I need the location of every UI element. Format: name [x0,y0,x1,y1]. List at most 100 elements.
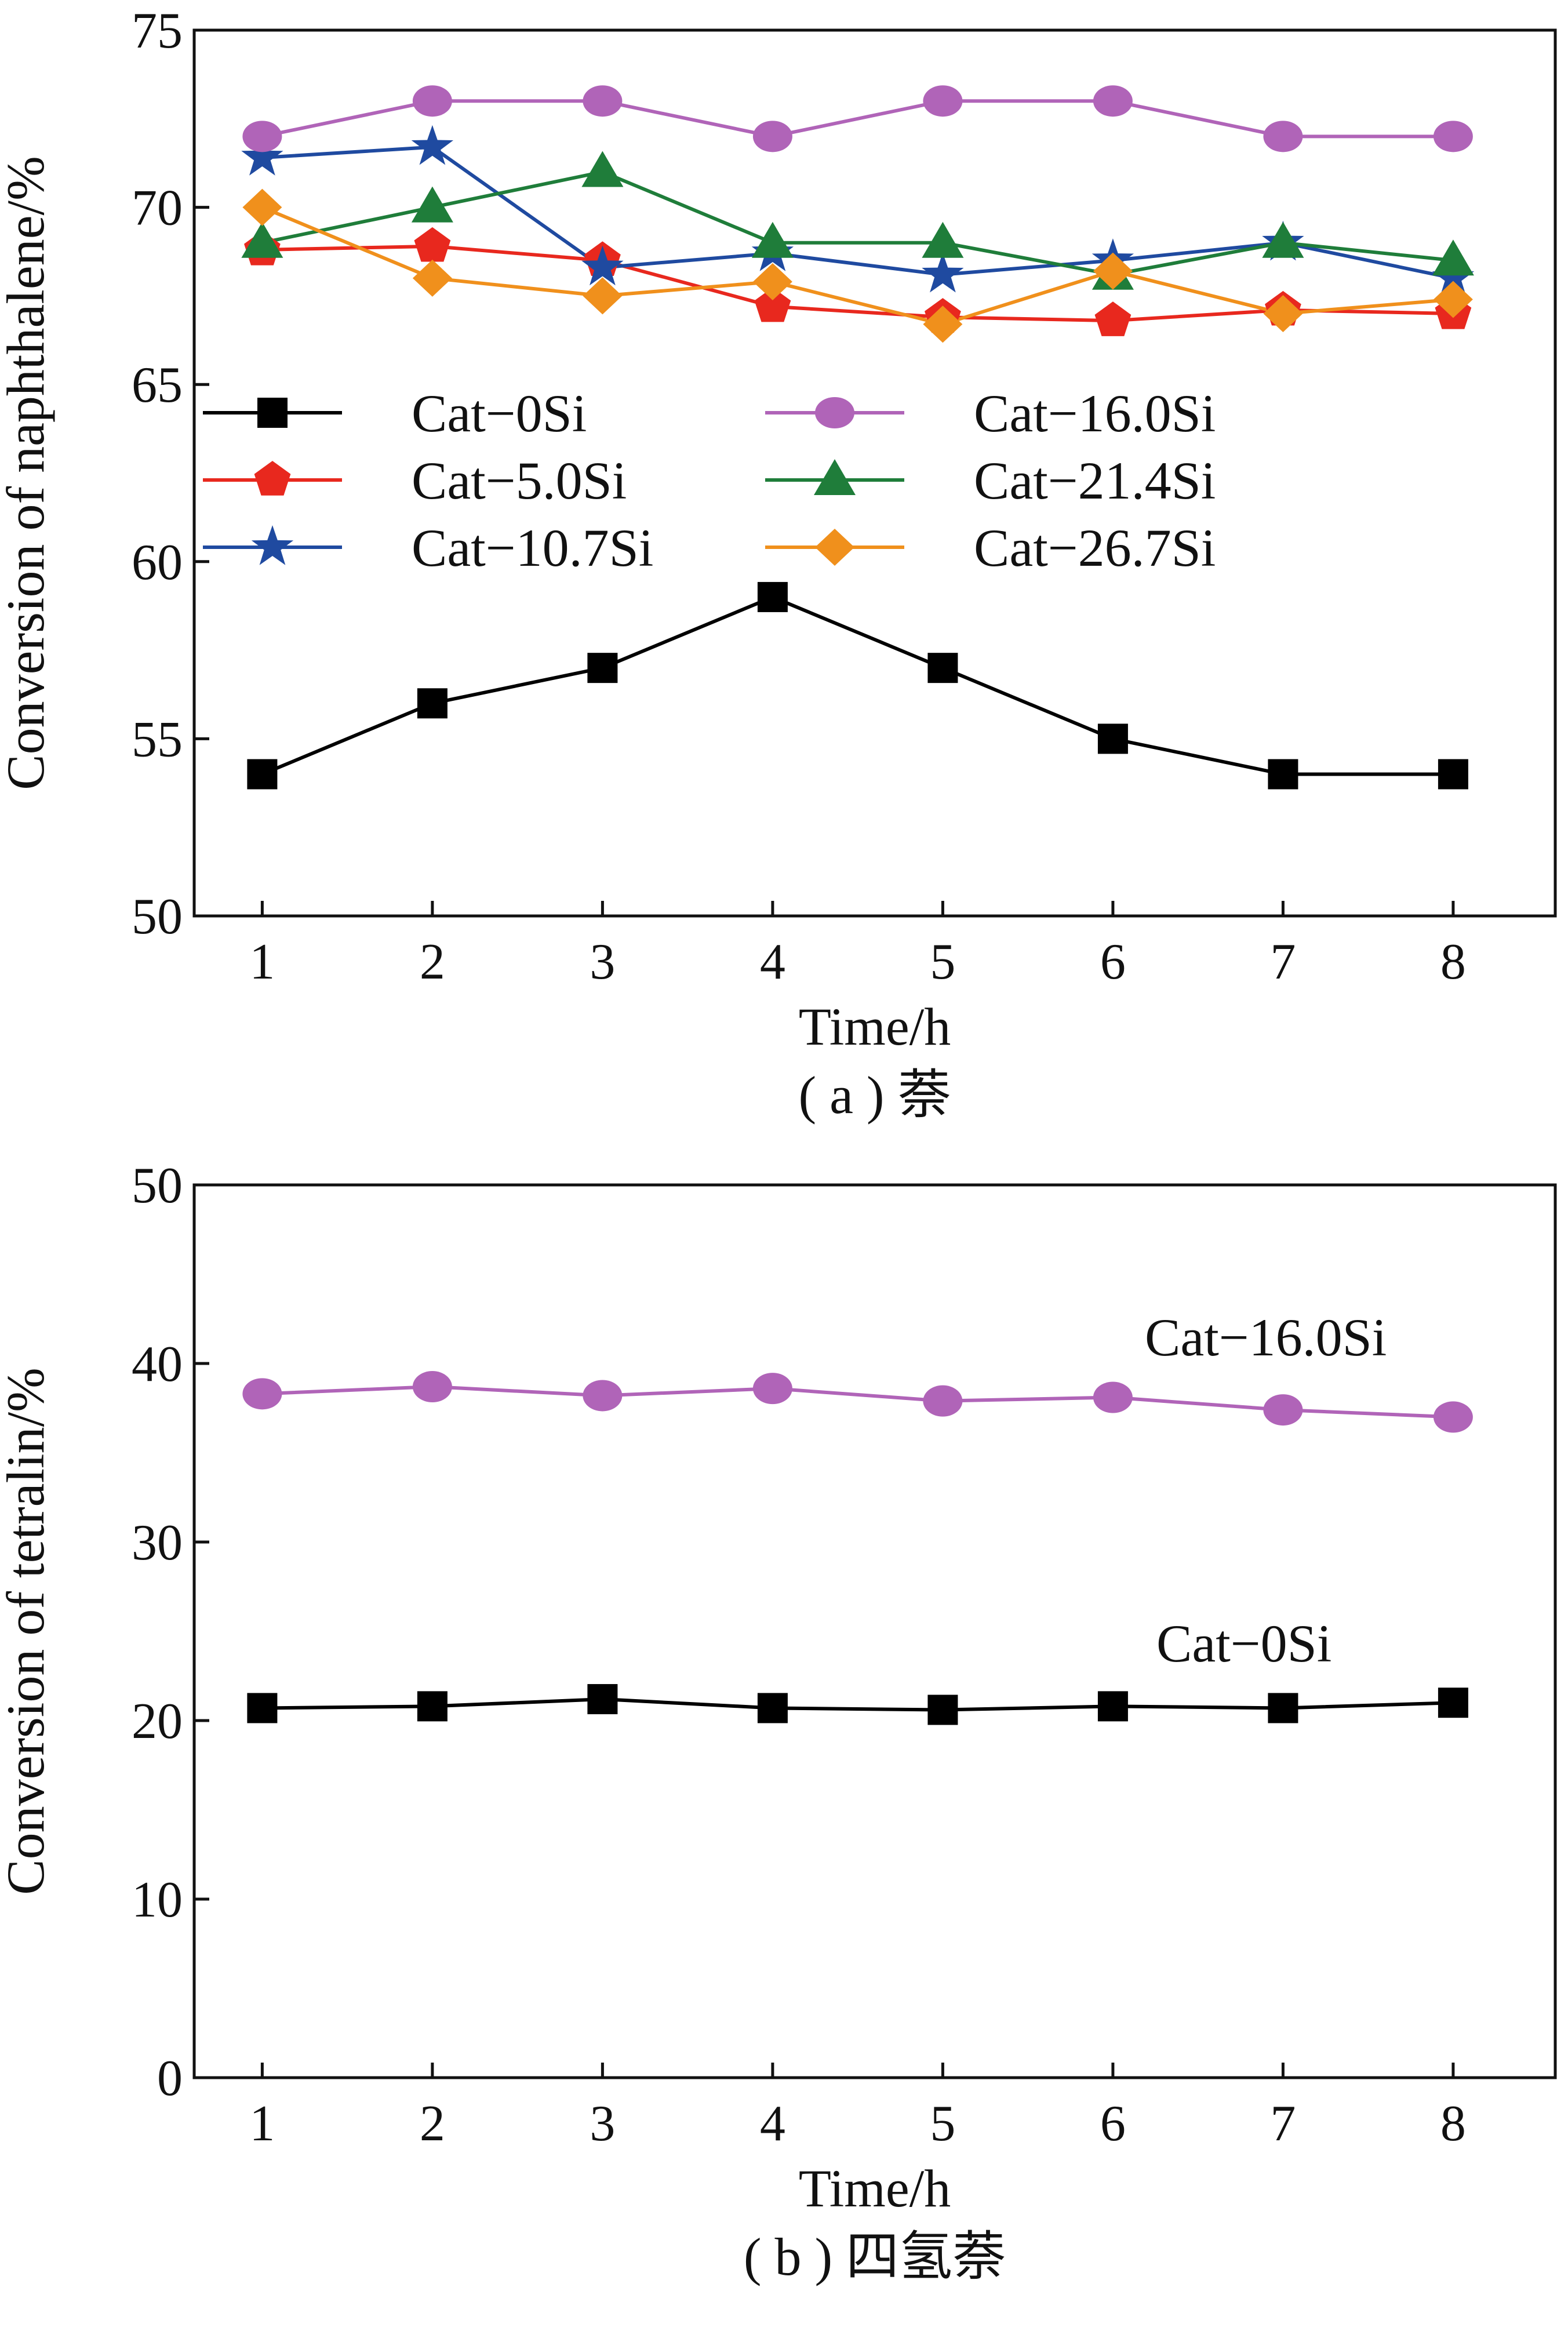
y-ticks: 0 10 20 30 40 50 [132,1158,209,2107]
series-line [261,595,1453,776]
y-tick-label: 70 [132,180,183,237]
x-tick-label: 5 [930,934,955,990]
plot-frame [192,28,1557,918]
legend-swatch-marker [815,397,854,428]
data-point [581,151,624,187]
y-tick-label: 50 [132,889,183,945]
series-line [262,1385,1454,1419]
data-point [757,1693,788,1723]
y-ticks: 50 55 60 65 70 75 [132,3,209,945]
legend-label: Cat−0Si [412,384,587,443]
data-point [1097,723,1128,754]
data-point [1268,759,1298,790]
legend-label: Cat−16.0Si [974,384,1216,443]
x-axis-title: Time/h [799,997,951,1056]
legend-swatch-marker [814,459,856,495]
data-point [242,188,282,226]
series-markers [241,85,1475,790]
y-tick-label: 60 [132,534,183,591]
x-axis-title: Time/h [799,2159,951,2218]
data-point [923,85,963,117]
plot-area-border [192,1183,1557,2079]
data-point [751,221,794,258]
legend-swatch-marker [815,529,854,566]
data-point [754,287,791,322]
y-tick-label: 10 [132,1872,183,1928]
data-point [752,1373,792,1405]
legend-item: Cat−16.0Si [765,384,1216,443]
legend-label: Cat−21.4Si [974,451,1216,510]
series-line [262,145,1454,280]
x-tick-label: 2 [420,934,445,990]
x-tick-label: 4 [760,2096,785,2152]
data-point [412,259,452,297]
legend-swatch-marker [254,461,291,496]
legend-label: Cat−26.7Si [974,518,1216,577]
plot-area-border [192,28,1557,918]
data-point [927,653,958,683]
data-point [241,136,283,176]
x-tick-label: 8 [1440,934,1466,990]
data-point [922,221,964,258]
x-tick-label: 5 [930,2096,955,2152]
series-label: Cat−16.0Si [1145,1308,1387,1367]
series-line [262,244,1453,323]
series-markers [242,1371,1473,1725]
data-point [757,581,788,612]
data-point [1093,85,1133,117]
panel-b-tetralin-conversion: 0 10 20 30 40 50 1 2 3 4 5 6 7 8 Cat−16.0Si Cat−0Si C… [0,1158,1557,2286]
data-point [1432,256,1475,296]
x-ticks: 1 2 3 4 5 6 7 8 [249,2063,1466,2152]
data-point [241,221,283,258]
data-point [411,186,453,223]
y-axis-title: Conversion of tetralin/% [0,1368,55,1895]
series-line [261,205,1454,326]
y-tick-label: 65 [132,357,183,413]
legend-item: Cat−5.0Si [203,451,627,510]
x-tick-label: 3 [590,934,615,990]
series-line [262,1697,1453,1712]
data-point [1432,239,1474,276]
x-tick-label: 1 [249,2096,275,2152]
data-point [587,1684,618,1715]
data-point [247,759,278,790]
y-tick-label: 50 [132,1158,183,1214]
data-point [417,1691,448,1722]
data-point [752,263,792,300]
series-lines [261,99,1454,776]
data-point [1263,121,1303,152]
data-point [1438,1688,1468,1718]
data-point [583,1380,623,1412]
data-point [1433,1401,1473,1433]
data-point [927,1694,958,1725]
y-axis-title: Conversion of naphthalene/% [0,156,55,790]
x-tick-label: 7 [1270,934,1296,990]
data-point [414,227,451,262]
y-tick-label: 20 [132,1693,183,1750]
data-point [1433,121,1473,152]
data-point [587,653,618,683]
data-point [1094,301,1132,336]
data-point [242,121,282,152]
data-point [247,1693,278,1723]
data-point [412,85,452,117]
legend-item: Cat−21.4Si [765,451,1216,510]
legend-swatch-marker [257,398,288,428]
legend-swatch-marker [251,525,294,565]
series-labels: Cat−16.0Si Cat−0Si [1145,1308,1387,1673]
x-tick-label: 3 [590,2096,615,2152]
data-point [752,121,792,152]
data-point [242,1378,282,1410]
x-tick-label: 2 [420,2096,445,2152]
data-point [583,85,623,117]
panel-caption: ( a ) 萘 [798,1066,951,1125]
legend-item: Cat−10.7Si [203,518,653,577]
series-line [261,99,1453,139]
y-tick-label: 0 [157,2050,183,2107]
data-point [581,245,624,286]
legend-item: Cat−26.7Si [765,518,1216,577]
data-point [1097,1691,1128,1722]
data-point [411,125,454,165]
